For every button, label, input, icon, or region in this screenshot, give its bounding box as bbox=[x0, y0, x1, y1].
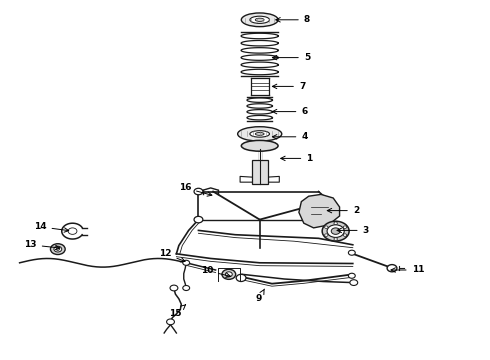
Ellipse shape bbox=[322, 221, 349, 241]
Ellipse shape bbox=[334, 238, 337, 240]
Ellipse shape bbox=[56, 248, 60, 251]
Text: 14: 14 bbox=[34, 222, 69, 232]
Ellipse shape bbox=[225, 272, 232, 277]
Ellipse shape bbox=[324, 226, 328, 228]
Ellipse shape bbox=[54, 246, 62, 252]
Ellipse shape bbox=[170, 285, 178, 291]
Ellipse shape bbox=[348, 273, 355, 278]
Text: 11: 11 bbox=[391, 266, 424, 274]
Ellipse shape bbox=[194, 188, 203, 195]
Text: 8: 8 bbox=[276, 15, 310, 24]
Bar bbox=[252, 160, 268, 184]
Text: 3: 3 bbox=[337, 226, 369, 235]
Ellipse shape bbox=[387, 265, 397, 272]
Ellipse shape bbox=[255, 18, 264, 22]
Ellipse shape bbox=[50, 244, 65, 255]
Ellipse shape bbox=[242, 13, 278, 27]
Ellipse shape bbox=[324, 234, 328, 237]
Ellipse shape bbox=[334, 222, 337, 225]
Text: 4: 4 bbox=[272, 132, 308, 141]
Ellipse shape bbox=[183, 285, 190, 291]
Ellipse shape bbox=[331, 228, 340, 234]
Ellipse shape bbox=[167, 319, 174, 325]
Ellipse shape bbox=[238, 127, 282, 141]
Text: 6: 6 bbox=[272, 107, 308, 116]
Ellipse shape bbox=[236, 274, 246, 282]
Ellipse shape bbox=[68, 228, 77, 234]
Text: 12: 12 bbox=[159, 249, 185, 262]
Text: 15: 15 bbox=[169, 305, 186, 318]
Ellipse shape bbox=[242, 140, 278, 151]
Text: 5: 5 bbox=[272, 53, 310, 62]
Ellipse shape bbox=[350, 280, 358, 285]
Ellipse shape bbox=[343, 234, 347, 237]
Text: 1: 1 bbox=[281, 154, 313, 163]
Ellipse shape bbox=[250, 131, 270, 137]
Ellipse shape bbox=[183, 260, 190, 265]
Text: 2: 2 bbox=[327, 206, 359, 215]
Ellipse shape bbox=[255, 132, 264, 135]
Ellipse shape bbox=[348, 250, 355, 255]
Text: 16: 16 bbox=[178, 184, 212, 196]
Polygon shape bbox=[299, 194, 340, 228]
Text: 10: 10 bbox=[201, 266, 230, 278]
Text: 13: 13 bbox=[24, 240, 60, 250]
Ellipse shape bbox=[327, 225, 344, 238]
Ellipse shape bbox=[343, 226, 347, 228]
Text: 9: 9 bbox=[256, 289, 265, 303]
Text: 7: 7 bbox=[272, 82, 305, 91]
Ellipse shape bbox=[194, 216, 203, 223]
Ellipse shape bbox=[250, 16, 270, 23]
Ellipse shape bbox=[222, 269, 236, 279]
